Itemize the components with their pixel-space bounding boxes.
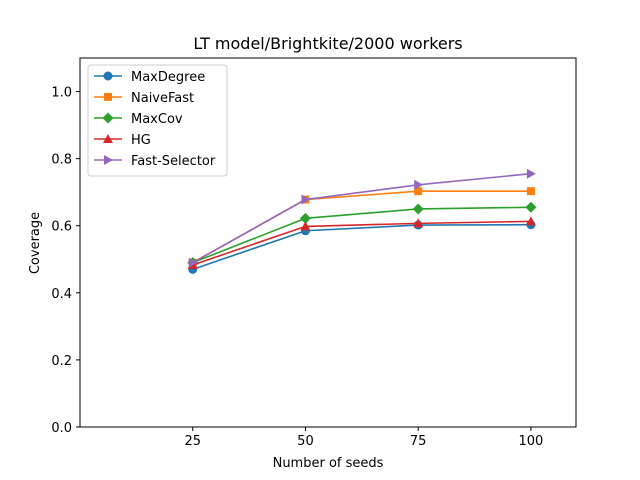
data-point-hg [300, 221, 311, 231]
x-tick-label: 25 [184, 434, 201, 449]
legend-box [87, 64, 228, 177]
series-line-maxcov [192, 206, 531, 264]
legend-entry-fast-selector: Fast-Selector [94, 154, 216, 169]
data-point-maxcov [299, 212, 311, 224]
data-point-maxcov [412, 203, 424, 215]
legend-entry-naivefast: NaiveFast [94, 91, 194, 106]
data-point-fast-selector [301, 194, 311, 205]
y-tick-label: 1.0 [51, 86, 72, 101]
x-tick-label: 100 [518, 434, 543, 449]
legend-label-naivefast: NaiveFast [131, 91, 194, 106]
axes-frame [79, 57, 577, 428]
data-point-fast-selector [414, 179, 424, 190]
legend-marker-naivefast [104, 93, 112, 101]
data-point-fast-selector [526, 168, 536, 179]
data-point-naivefast [414, 187, 423, 196]
legend-label-maxdegree: MaxDegree [131, 70, 205, 85]
x-tick-label: 50 [297, 434, 314, 449]
y-tick-label: 0.0 [51, 421, 72, 436]
data-point-naivefast [526, 187, 535, 196]
series-hg [187, 216, 536, 269]
legend: MaxDegree NaiveFast MaxCov HG Fast-Selector [87, 64, 228, 177]
legend-entry-maxdegree: MaxDegree [94, 70, 205, 85]
legend-label-maxcov: MaxCov [131, 112, 183, 127]
series-fast-selector [188, 168, 536, 268]
series-maxcov [187, 201, 537, 269]
legend-entry-maxcov: MaxCov [94, 112, 183, 127]
legend-label-hg: HG [131, 133, 151, 148]
chart-title: LT model/Brightkite/2000 workers [193, 34, 462, 53]
legend-entry-hg: HG [94, 133, 151, 148]
y-tick-label: 0.6 [51, 220, 72, 235]
y-tick-label: 0.4 [51, 287, 72, 302]
legend-marker-maxdegree [103, 71, 113, 81]
legend-marker-hg [103, 134, 113, 143]
series-line-hg [192, 220, 531, 266]
plot-area: 25 50 75 100 0.0 0.2 0.4 0.6 0.8 1.0 [51, 57, 577, 449]
legend-label-fast-selector: Fast-Selector [131, 154, 216, 169]
data-point-fast-selector [188, 257, 198, 268]
y-tick-label: 0.8 [51, 153, 72, 168]
data-point-hg [413, 218, 424, 228]
legend-marker-maxcov [102, 112, 114, 124]
y-tick-label: 0.2 [51, 354, 72, 369]
data-point-hg [525, 216, 536, 226]
legend-marker-fast-selector [104, 155, 113, 165]
y-axis-label: Coverage [28, 212, 43, 274]
series-line-maxdegree [192, 223, 531, 271]
series-line-fast-selector [192, 172, 531, 264]
x-axis-label: Number of seeds [273, 456, 384, 471]
x-tick-label: 75 [410, 434, 427, 449]
data-point-maxcov [525, 201, 537, 213]
